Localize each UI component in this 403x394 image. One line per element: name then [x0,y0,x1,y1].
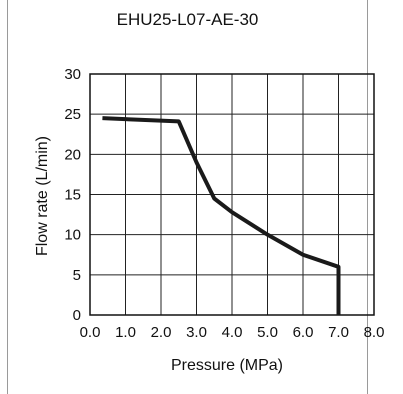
x-tick-label: 5.0 [257,324,278,341]
x-tick-labels: 0.0 1.0 2.0 3.0 4.0 5.0 6.0 7.0 8.0 [80,324,385,341]
y-tick-labels: 0 5 10 15 20 25 30 [64,66,81,324]
x-tick-label: 4.0 [222,324,243,341]
y-axis-title: Flow rate (L/min) [34,136,51,256]
y-tick-label: 25 [64,106,81,123]
x-tick-label: 8.0 [364,324,385,341]
plot-area-border [89,73,375,316]
grid [89,73,375,316]
series-layer [102,116,341,315]
y-tick-label: 5 [73,267,81,284]
y-tick-label: 20 [64,146,81,163]
x-tick-label: 3.0 [186,324,207,341]
left-border-line [7,0,8,394]
x-axis-title: Pressure (MPa) [171,357,283,374]
x-tick-label: 0.0 [80,324,101,341]
right-border-line [367,0,368,394]
y-tick-label: 30 [64,66,81,83]
y-tick-label: 0 [73,307,81,324]
y-tick-label: 15 [64,187,81,204]
y-tick-label: 10 [64,227,81,244]
flow-curve-line [102,116,341,315]
x-tick-label: 7.0 [328,324,349,341]
chart-title: EHU25-L07-AE-30 [116,10,259,29]
x-tick-label: 1.0 [115,324,136,341]
x-tick-label: 6.0 [293,324,314,341]
x-tick-label: 2.0 [151,324,172,341]
